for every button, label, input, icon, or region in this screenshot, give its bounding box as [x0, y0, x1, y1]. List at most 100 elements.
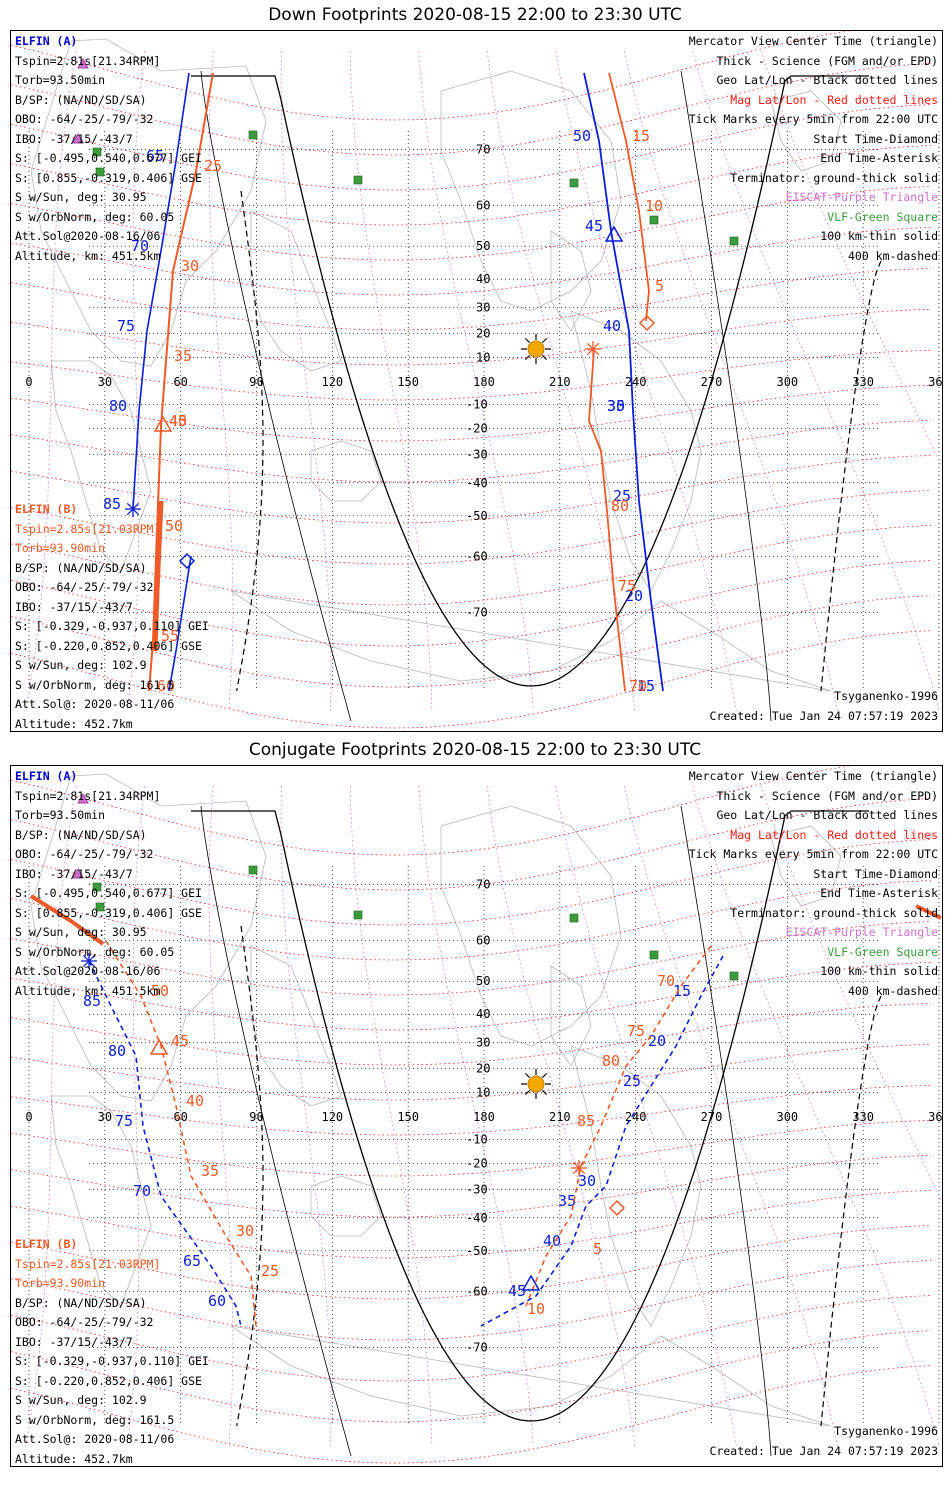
x-tick-label: 300: [776, 1110, 798, 1124]
elfin-a-start-diamond: [178, 552, 196, 570]
elfin-a-info: ELFIN (A) Tspin=2.81s[21.34RPM] Torb=93.50…: [15, 32, 202, 266]
coastline-shape: [250, 210, 342, 372]
sun-ray: [541, 1089, 548, 1096]
vlf-station-marker: [649, 215, 659, 225]
y-tick-label: 30: [476, 1036, 490, 1050]
created-timestamp: Created: Tue Jan 24 07:57:19 2023: [709, 1444, 938, 1458]
legend-entry: 100 km-thin solid: [820, 229, 938, 243]
y-tick-label: 30: [476, 301, 490, 315]
elfin-a-track-label: 30: [578, 1172, 596, 1190]
coastline-shape: [770, 90, 842, 172]
elfin-b-conj-track-west: [105, 940, 257, 1327]
created-timestamp: Created: Tue Jan 24 07:57:19 2023: [709, 709, 938, 723]
legend-entry: Mercator View Center Time (triangle): [688, 34, 938, 48]
elfin-a-end-asterisk: [81, 953, 97, 969]
legend-entry: End Time-Asterisk: [820, 886, 938, 900]
y-tick-label: 10: [476, 1086, 490, 1100]
x-tick-label: 240: [625, 1110, 647, 1124]
y-tick-label: -40: [466, 476, 488, 490]
mag-latitude-line: [11, 455, 932, 524]
sun-ray: [524, 337, 531, 344]
legend-entry: Mercator View Center Time (triangle): [688, 769, 938, 783]
x-tick-label: 30: [98, 375, 112, 389]
y-tick-label: 70: [476, 877, 490, 891]
x-tick-label: 60: [173, 1110, 187, 1124]
elfin-info-line: Att.Sol@: 2020-08-11/06: [15, 1432, 175, 1446]
elfin-info-line: Tspin=2.85s[21.03RPM]: [15, 1256, 161, 1271]
elfin-header: ELFIN (A): [15, 34, 78, 48]
elfin-info-line: S: [-0.220,0.852,0.406] GSE: [15, 1373, 202, 1388]
elfin-a-track-label: 70: [131, 237, 149, 255]
elfin-a-conj-track-east: [480, 955, 724, 1327]
elfin-info-line: S: [-0.495,0.540,0.677] GEI: [15, 151, 202, 165]
elfin-info-line: S w/Sun, deg: 30.95: [15, 190, 147, 204]
sun-icon: [521, 1069, 551, 1099]
elfin-b-track-label: 30: [181, 257, 199, 275]
legend-entry: EISCAT-Purple Triangle: [785, 190, 938, 204]
mag-latitude-line: [11, 630, 932, 729]
x-tick-label: 90: [249, 1110, 263, 1124]
model-label: Tsyganenko-1996: [834, 689, 938, 703]
elfin-b-track-label: 25: [204, 157, 222, 175]
legend-entry: Tick Marks every 5min from 22:00 UTC: [688, 112, 938, 126]
map-legend: Mercator View Center Time (triangle) Thic…: [689, 767, 938, 1001]
elfin-b-track-label: 5: [655, 277, 664, 295]
elfin-info-line: IBO: -37/15/-43/7: [15, 866, 133, 881]
elfin-info-line: Torb=93.90min: [15, 1276, 106, 1290]
legend-entry: End Time-Asterisk: [820, 151, 938, 165]
elfin-a-track-label: 80: [109, 397, 127, 415]
mag-grid: [11, 766, 932, 1464]
elfin-info-line: S: [-0.220,0.852,0.406] GSE: [15, 638, 202, 653]
mag-meridian-line: [760, 50, 942, 468]
mag-latitude-line: [11, 1003, 932, 1066]
mag-latitude-line: [11, 798, 932, 891]
elfin-a-track-label: 50: [573, 127, 591, 145]
legend-entry: Geo Lat/Lon - Black dotted lines: [716, 808, 938, 822]
mag-meridian-line: [349, 50, 433, 712]
sun-disk: [527, 340, 545, 358]
mag-latitude-line: [11, 1190, 932, 1259]
vlf-station-marker: [353, 175, 363, 185]
x-tick-label: 300: [776, 375, 798, 389]
coastline-shape: [550, 230, 592, 332]
y-tick-label: 70: [476, 142, 490, 156]
vlf-station-marker: [569, 913, 579, 923]
elfin-b-track-label: 75: [627, 1022, 645, 1040]
legend-entry: Geo Lat/Lon - Black dotted lines: [716, 73, 938, 87]
elfin-b-track-label: 70: [657, 972, 675, 990]
elfin-info-line: Tspin=2.85s[21.03RPM]: [15, 521, 161, 536]
elfin-info-line: OBO: -64/-25/-79/-32: [15, 1315, 154, 1329]
elfin-info-line: S: [0.855,-0.319,0.406] GSE: [15, 170, 202, 185]
mag-meridian-line: [623, 50, 839, 712]
elfin-b-info: ELFIN (B) Tspin=2.85s[21.03RPM] Torb=93.90…: [15, 1235, 209, 1469]
elfin-info-line: Altitude: 452.7km: [15, 716, 133, 731]
legend-entry: Tick Marks every 5min from 22:00 UTC: [688, 847, 938, 861]
vlf-station-marker: [248, 865, 258, 875]
elfin-b-science-segment: [152, 500, 164, 652]
terminator-100km: [200, 70, 352, 722]
x-tick-label: 210: [549, 375, 571, 389]
elfin-b-end-asterisk: [571, 1160, 587, 1176]
panel-title-down: Down Footprints 2020-08-15 22:00 to 23:3…: [268, 5, 682, 25]
x-tick-label: 180: [473, 1110, 495, 1124]
legend-entry: Start Time-Diamond: [813, 866, 938, 881]
legend-entry: 400 km-dashed: [847, 983, 938, 998]
elfin-b-track-label: 10: [527, 1300, 545, 1318]
y-tick-label: 10: [476, 351, 490, 365]
elfin-a-track-label: 40: [603, 317, 621, 335]
elfin-header: ELFIN (B): [15, 502, 78, 516]
elfin-info-line: S w/OrbNorm, deg: 60.05: [15, 209, 175, 224]
eiscat-marker: [77, 57, 89, 69]
x-tick-label: 0: [25, 375, 32, 389]
elfin-info-line: S w/Sun, deg: 102.9: [15, 1393, 147, 1407]
x-tick-label: 0: [25, 1110, 32, 1124]
elfin-b-end-asterisk: [585, 341, 601, 357]
elfin-a-track-label: 30: [607, 397, 625, 415]
elfin-info-line: IBO: -37/15/-43/7: [15, 599, 133, 614]
mag-meridian-line: [486, 785, 636, 1447]
elfin-a-track-label: 65: [146, 147, 164, 165]
vlf-station-marker: [729, 236, 739, 246]
y-tick-label: -70: [466, 1341, 488, 1355]
elfin-info-line: S: [-0.329,-0.937,0.110] GEI: [15, 619, 209, 633]
x-tick-label: 210: [549, 1110, 571, 1124]
